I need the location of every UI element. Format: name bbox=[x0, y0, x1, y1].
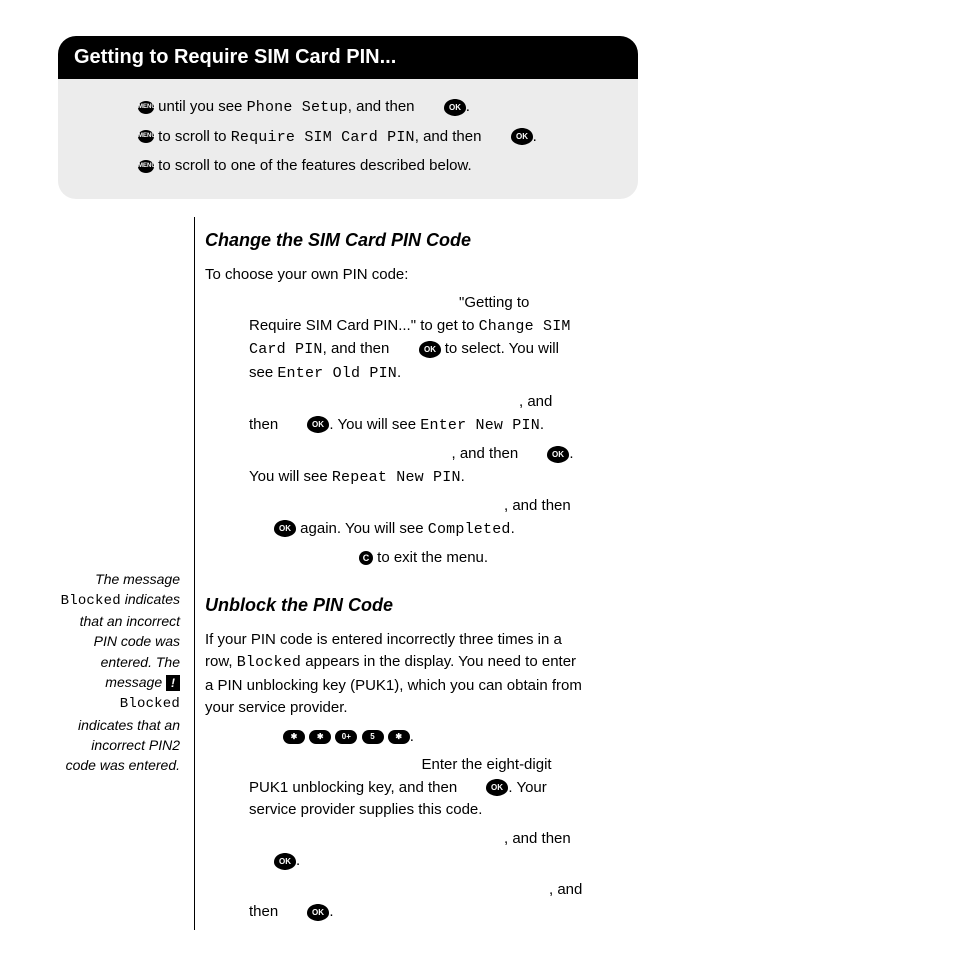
margin-note-column: The message Blocked indicates that an in… bbox=[58, 217, 188, 930]
intro-text: To choose your own PIN code: bbox=[205, 264, 585, 287]
step-text: , and then bbox=[504, 830, 571, 847]
margin-note: The message Blocked indicates that an in… bbox=[58, 569, 180, 776]
nav-text: to scroll to bbox=[154, 128, 231, 145]
step-text: to exit the menu. bbox=[373, 549, 488, 566]
nav-text: , and then bbox=[415, 128, 486, 145]
step-2: xxxxxxxxxxxxxxxxxxxxxxxxxxxxxxxxxxxx, an… bbox=[205, 391, 585, 437]
svg-text:OK: OK bbox=[449, 103, 461, 112]
exclamation-icon: ! bbox=[166, 675, 180, 691]
lcd-text: Blocked bbox=[120, 696, 180, 712]
step-text: . bbox=[397, 364, 401, 381]
lcd-text: Repeat New PIN bbox=[332, 469, 461, 486]
step-text: . bbox=[511, 520, 515, 537]
nav-text: to scroll to one of the features describ… bbox=[154, 157, 472, 174]
lcd-text: Enter New PIN bbox=[420, 417, 540, 434]
lcd-text: Completed bbox=[428, 521, 511, 538]
step-text: . You will see bbox=[329, 416, 420, 433]
nav-line-1: MENU until you see Phone Setup, and then… bbox=[138, 93, 618, 123]
step-text: . bbox=[461, 468, 465, 485]
ok-icon: OK bbox=[274, 520, 296, 537]
svg-text:OK: OK bbox=[312, 908, 324, 917]
svg-text:OK: OK bbox=[516, 132, 528, 141]
margin-text: The message bbox=[95, 571, 180, 587]
step-newpin: xxxxxxxxxxxxxxxxxxxxxxxxxxxxxxxxxx, and … bbox=[205, 828, 585, 873]
nav-text: . bbox=[466, 98, 470, 115]
intro-text: If your PIN code is entered incorrectly … bbox=[205, 629, 585, 720]
step-text: , and then bbox=[504, 497, 571, 514]
period: . bbox=[410, 728, 414, 745]
section-heading: Change the SIM Card PIN Code bbox=[205, 227, 585, 254]
ok-icon: OK bbox=[419, 341, 441, 358]
step-repeatpin: xxxxxxxxxxxxxxxxxxxxxxxxxxxxxxxxxxxxxxxx… bbox=[205, 879, 585, 924]
step-4: xxxxxxxxxxxxxxxxxxxxxxxxxxxxxxxxxx, and … bbox=[205, 495, 585, 541]
nav-text: until you see bbox=[154, 98, 247, 115]
ok-icon: OK bbox=[307, 904, 329, 921]
step-3: xxxxxxxxxxxxxxxxxxxxxxxxxxx, and then OK… bbox=[205, 443, 585, 489]
menu-icon: MENU bbox=[138, 130, 154, 143]
ok-icon: OK bbox=[444, 99, 466, 116]
lcd-text: Phone Setup bbox=[247, 99, 348, 116]
menu-icon: MENU bbox=[138, 101, 154, 114]
ok-icon: OK bbox=[486, 779, 508, 796]
navigation-box: MENU until you see Phone Setup, and then… bbox=[58, 79, 638, 199]
ok-icon: OK bbox=[547, 446, 569, 463]
step-text: . bbox=[329, 903, 333, 920]
nav-line-2: MENU to scroll to Require SIM Card PIN, … bbox=[138, 123, 618, 153]
svg-text:OK: OK bbox=[491, 783, 503, 792]
ok-icon: OK bbox=[274, 853, 296, 870]
key-5-icon: 5 bbox=[362, 730, 384, 744]
nav-text: . bbox=[533, 128, 537, 145]
lcd-text: Require SIM Card PIN bbox=[231, 129, 415, 146]
step-text: , and then bbox=[452, 445, 523, 462]
key-star-icon: ✱ bbox=[283, 730, 305, 744]
content-row: The message Blocked indicates that an in… bbox=[58, 217, 638, 930]
key-0-icon: 0+ bbox=[335, 730, 357, 744]
main-content: Change the SIM Card PIN Code To choose y… bbox=[205, 217, 585, 930]
svg-text:OK: OK bbox=[279, 857, 291, 866]
step-text: . bbox=[540, 416, 544, 433]
step-puk: xxxxxxxxxxxxxxxxxxxxxxxEnter the eight-d… bbox=[205, 754, 585, 822]
title-bar: Getting to Require SIM Card PIN... bbox=[58, 36, 638, 79]
step-keys: ✱ ✱ 0+ 5 ✱. bbox=[205, 726, 585, 749]
step-text: , and then bbox=[249, 881, 582, 921]
c-icon: C bbox=[359, 551, 373, 565]
key-star-icon: ✱ bbox=[388, 730, 410, 744]
svg-text:OK: OK bbox=[279, 524, 291, 533]
step-5: C to exit the menu. bbox=[205, 547, 585, 570]
step-text: . bbox=[296, 852, 300, 869]
nav-line-3: MENU to scroll to one of the features de… bbox=[138, 152, 618, 181]
step-1: xxxxxxxxxxxxxxxxxxxxxxxxxxxx"Getting to … bbox=[205, 292, 585, 385]
lcd-text: Enter Old PIN bbox=[277, 365, 397, 382]
ok-icon: OK bbox=[511, 128, 533, 145]
lcd-text: Blocked bbox=[61, 593, 121, 609]
nav-text: , and then bbox=[348, 98, 419, 115]
svg-text:OK: OK bbox=[424, 345, 436, 354]
lcd-text: Blocked bbox=[237, 654, 301, 671]
svg-text:OK: OK bbox=[552, 450, 564, 459]
key-star-icon: ✱ bbox=[309, 730, 331, 744]
section-heading: Unblock the PIN Code bbox=[205, 592, 585, 619]
vertical-divider bbox=[194, 217, 195, 930]
step-text: , and then bbox=[323, 340, 394, 357]
ok-icon: OK bbox=[307, 416, 329, 433]
step-text: again. You will see bbox=[296, 520, 428, 537]
margin-text: indicates that an incorrect PIN2 code wa… bbox=[66, 717, 180, 774]
svg-text:OK: OK bbox=[312, 420, 324, 429]
menu-icon: MENU bbox=[138, 160, 154, 173]
